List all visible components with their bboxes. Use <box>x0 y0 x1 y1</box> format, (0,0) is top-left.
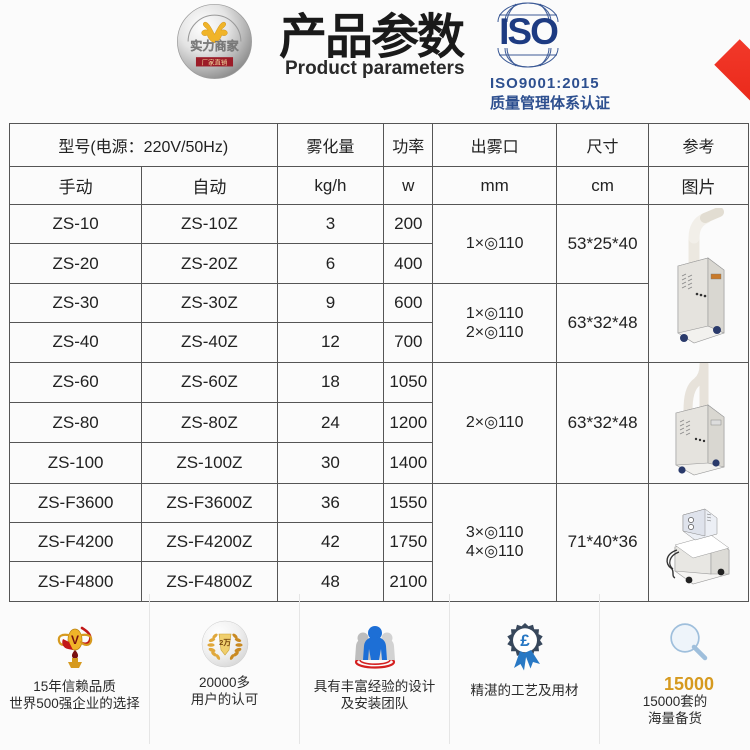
svg-text:£: £ <box>520 631 530 650</box>
svg-text:实力商家: 实力商家 <box>190 38 239 53</box>
svg-text:V: V <box>70 633 78 647</box>
svg-text:2万: 2万 <box>219 638 231 647</box>
svg-text:ISO: ISO <box>499 11 558 52</box>
svg-text:厂家直销: 厂家直销 <box>202 57 228 66</box>
